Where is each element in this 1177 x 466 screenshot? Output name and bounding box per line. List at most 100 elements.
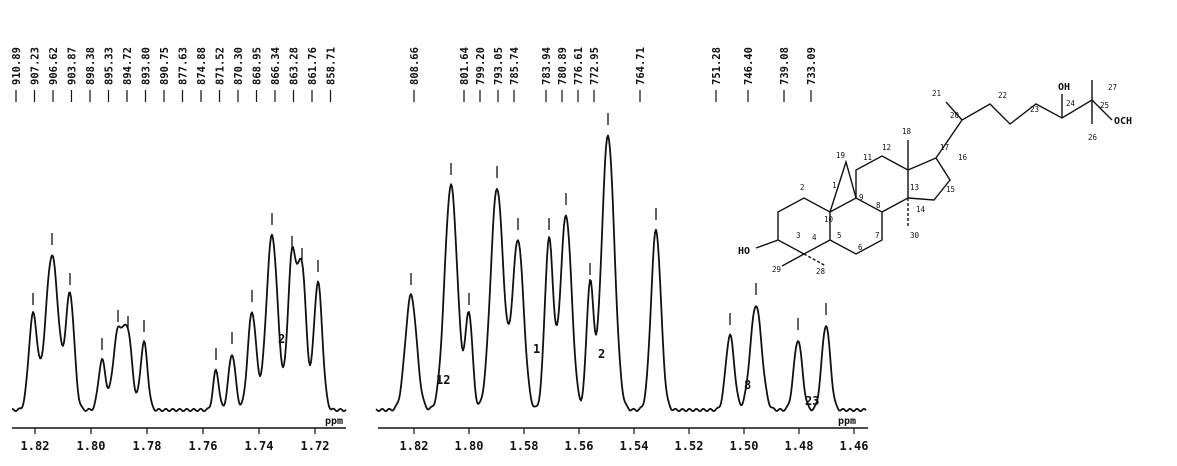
carbon-number: 4 — [812, 233, 817, 242]
x-tick-label: 1.50 — [730, 439, 759, 453]
peak-value-label: 863.28 — [289, 47, 301, 85]
carbon-number: 8 — [876, 201, 881, 210]
peak-value-label: 906.62 — [48, 47, 60, 85]
carbon-number: 15 — [946, 185, 955, 194]
spectrum-trace-1 — [11, 233, 347, 413]
peak-value-label: 858.71 — [326, 47, 338, 85]
carbon-number: 11 — [863, 153, 872, 162]
carbon-number: 16 — [958, 153, 968, 162]
peak-value-label: 890.75 — [159, 47, 171, 85]
integral-label: 2 — [598, 347, 605, 361]
substituent-label: HO — [738, 246, 750, 257]
carbon-number: 7 — [875, 231, 880, 240]
peak-value-label: 739.08 — [779, 47, 791, 85]
peak-value-label: 776.61 — [573, 47, 585, 85]
carbon-number: 24 — [1066, 99, 1076, 108]
peak-value-label: 799.20 — [475, 47, 487, 85]
peak-value-label: 772.95 — [589, 47, 601, 85]
carbon-number: 19 — [836, 151, 845, 160]
peak-value-label: 877.63 — [178, 47, 190, 85]
carbon-number: 1 — [832, 181, 837, 190]
x-tick-label: 1.72 — [301, 439, 330, 453]
peak-value-label: 780.89 — [557, 47, 569, 85]
spectrum-panel-1: ppm 1.82 1.80 1.78 1.76 1.74 1.72 910.89 907.2… — [11, 47, 347, 453]
peak-label-group-2: 808.66 801.64 799.20 793.05 785.74 783.94 780.… — [409, 47, 818, 102]
peak-value-label: 910.89 — [11, 47, 23, 85]
peak-value-label: 871.52 — [215, 47, 227, 85]
carbon-number: 2 — [800, 183, 805, 192]
ring-b — [829, 197, 883, 255]
carbon-number: 21 — [932, 89, 941, 98]
substituent-label: OCH — [1114, 116, 1132, 127]
carbon-number: 22 — [998, 91, 1007, 100]
x-tick-label: 1.80 — [455, 439, 484, 453]
carbon-number: 13 — [910, 183, 919, 192]
carbon-number: 27 — [1108, 83, 1117, 92]
peak-value-label: 746.40 — [743, 47, 755, 85]
integral-label: 2 — [278, 332, 285, 346]
integral-label: 8 — [744, 378, 751, 392]
carbon-number: 9 — [859, 193, 864, 202]
x-tick-label: 1.46 — [840, 439, 869, 453]
chemical-structure: OH OCH HO 123 4 56789101112131415161718192… — [738, 80, 1132, 276]
peak-value-label: 874.88 — [196, 47, 208, 85]
x-tick-label: 1.76 — [189, 439, 218, 453]
carbon-number: 29 — [772, 265, 781, 274]
peak-value-label: 866.34 — [270, 47, 282, 85]
carbon-number: 14 — [916, 205, 926, 214]
ring-c — [855, 155, 909, 213]
tick-group-2: 1.82 1.80 1.58 1.56 1.54 1.52 1.50 1.48 1.46 — [400, 428, 869, 453]
carbon-number: 20 — [950, 111, 960, 120]
peak-value-label: 894.72 — [122, 47, 134, 85]
tick-group-1: 1.82 1.80 1.78 1.76 1.74 1.72 — [21, 428, 330, 453]
x-tick-label: 1.74 — [245, 439, 274, 453]
spectrum-panel-2: ppm 1.82 1.80 1.58 1.56 1.54 1.52 1.50 1.48 1.46… — [375, 47, 869, 453]
x-tick-label: 1.80 — [77, 439, 106, 453]
peak-value-label: 907.23 — [30, 47, 42, 85]
carbon-number: 5 — [837, 231, 842, 240]
peak-label-group-1: 910.89 907.23 906.62 903.87 898.38 895.33 894.… — [11, 47, 338, 102]
peak-value-label: 785.74 — [509, 47, 521, 85]
x-tick-label: 1.82 — [21, 439, 50, 453]
carbon-number: 25 — [1100, 101, 1109, 110]
peak-value-label: 870.30 — [233, 47, 245, 85]
substituent-label: OH — [1058, 82, 1070, 93]
side-chain — [935, 99, 1113, 159]
methyl-28 — [803, 253, 827, 267]
x-tick-label: 1.54 — [620, 439, 649, 453]
carbon-number: 26 — [1088, 133, 1098, 142]
carbon-number: 10 — [824, 215, 834, 224]
carbon-number: 28 — [816, 267, 826, 276]
peak-value-label: 751.28 — [711, 47, 723, 85]
peak-value-label: 808.66 — [409, 47, 421, 85]
ring-a — [777, 197, 831, 255]
x-tick-label: 1.56 — [565, 439, 594, 453]
peak-marker-group-2 — [410, 113, 827, 330]
integral-label: 12 — [436, 373, 450, 387]
carbon-number: 12 — [882, 143, 891, 152]
integral-label: 1 — [533, 342, 540, 356]
peak-value-label: 895.33 — [104, 47, 116, 85]
peak-value-label: 783.94 — [541, 47, 553, 85]
methyl-29 — [781, 253, 805, 267]
peak-value-label: 793.05 — [493, 47, 505, 85]
methyl-21 — [945, 101, 963, 121]
spectrum-trace-2 — [375, 134, 867, 413]
x-tick-label: 1.82 — [400, 439, 429, 453]
peak-value-label: 861.76 — [307, 47, 319, 85]
carbon-number: 18 — [902, 127, 912, 136]
x-tick-label: 1.58 — [510, 439, 539, 453]
ppm-label-2: ppm — [838, 416, 856, 427]
peak-value-label: 764.71 — [635, 47, 647, 85]
carbon-number: 30 — [910, 231, 920, 240]
ppm-label-1: ppm — [325, 416, 343, 427]
cyclopropane — [829, 159, 857, 213]
peak-value-label: 868.95 — [252, 47, 264, 85]
x-tick-label: 1.52 — [675, 439, 704, 453]
ring-d — [907, 157, 951, 201]
integral-label: 23 — [805, 394, 819, 408]
peak-value-label: 733.09 — [806, 47, 818, 85]
carbon-number: 17 — [940, 143, 949, 152]
